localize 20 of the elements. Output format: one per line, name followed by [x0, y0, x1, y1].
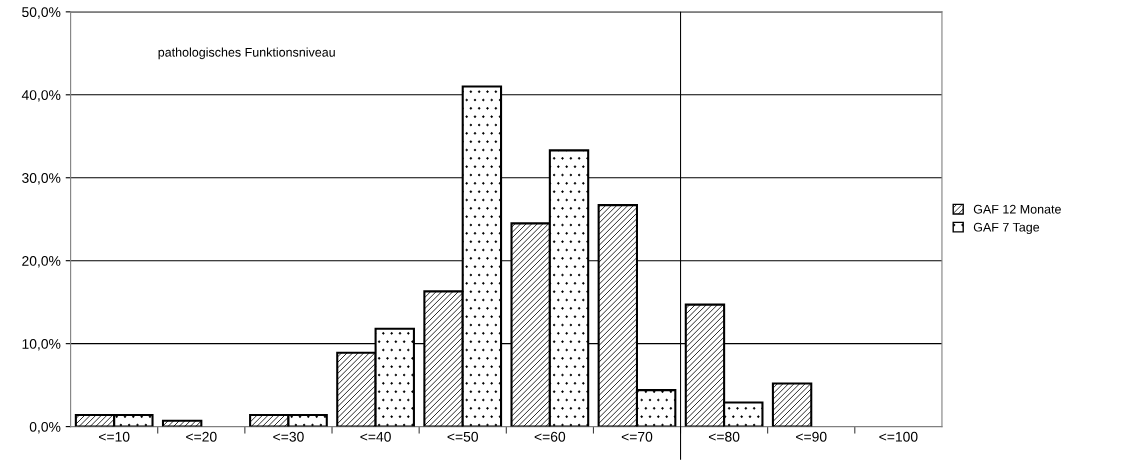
x-tick-label: <=30	[273, 431, 304, 442]
x-tick-label: <=50	[447, 431, 479, 442]
y-tick-label: 10,0%	[22, 338, 61, 351]
legend-label: GAF 7 Tage	[973, 222, 1040, 235]
y-tick-label: 20,0%	[22, 256, 61, 268]
y-tick-label: 50,0%	[22, 7, 61, 19]
x-tick-label: <=40	[360, 431, 391, 442]
x-tick-label: <=20	[186, 431, 217, 442]
x-tick-label: <=10	[99, 431, 130, 442]
y-tick-label: 40,0%	[21, 90, 61, 102]
x-tick-label: <=90	[796, 431, 827, 442]
legend-label: GAF 12 Monate	[973, 204, 1061, 214]
x-tick-label: <=100	[879, 431, 918, 442]
annotation: pathologisches Funktionsniveau	[158, 47, 335, 60]
x-tick-label: <=80	[708, 431, 740, 442]
bar	[771, 382, 813, 427]
x-tick-label: <=60	[534, 431, 566, 442]
y-tick-label: 30,0%	[22, 173, 61, 185]
y-tick-label: 0,0%	[29, 421, 61, 434]
x-tick-label: <=70	[621, 431, 653, 442]
